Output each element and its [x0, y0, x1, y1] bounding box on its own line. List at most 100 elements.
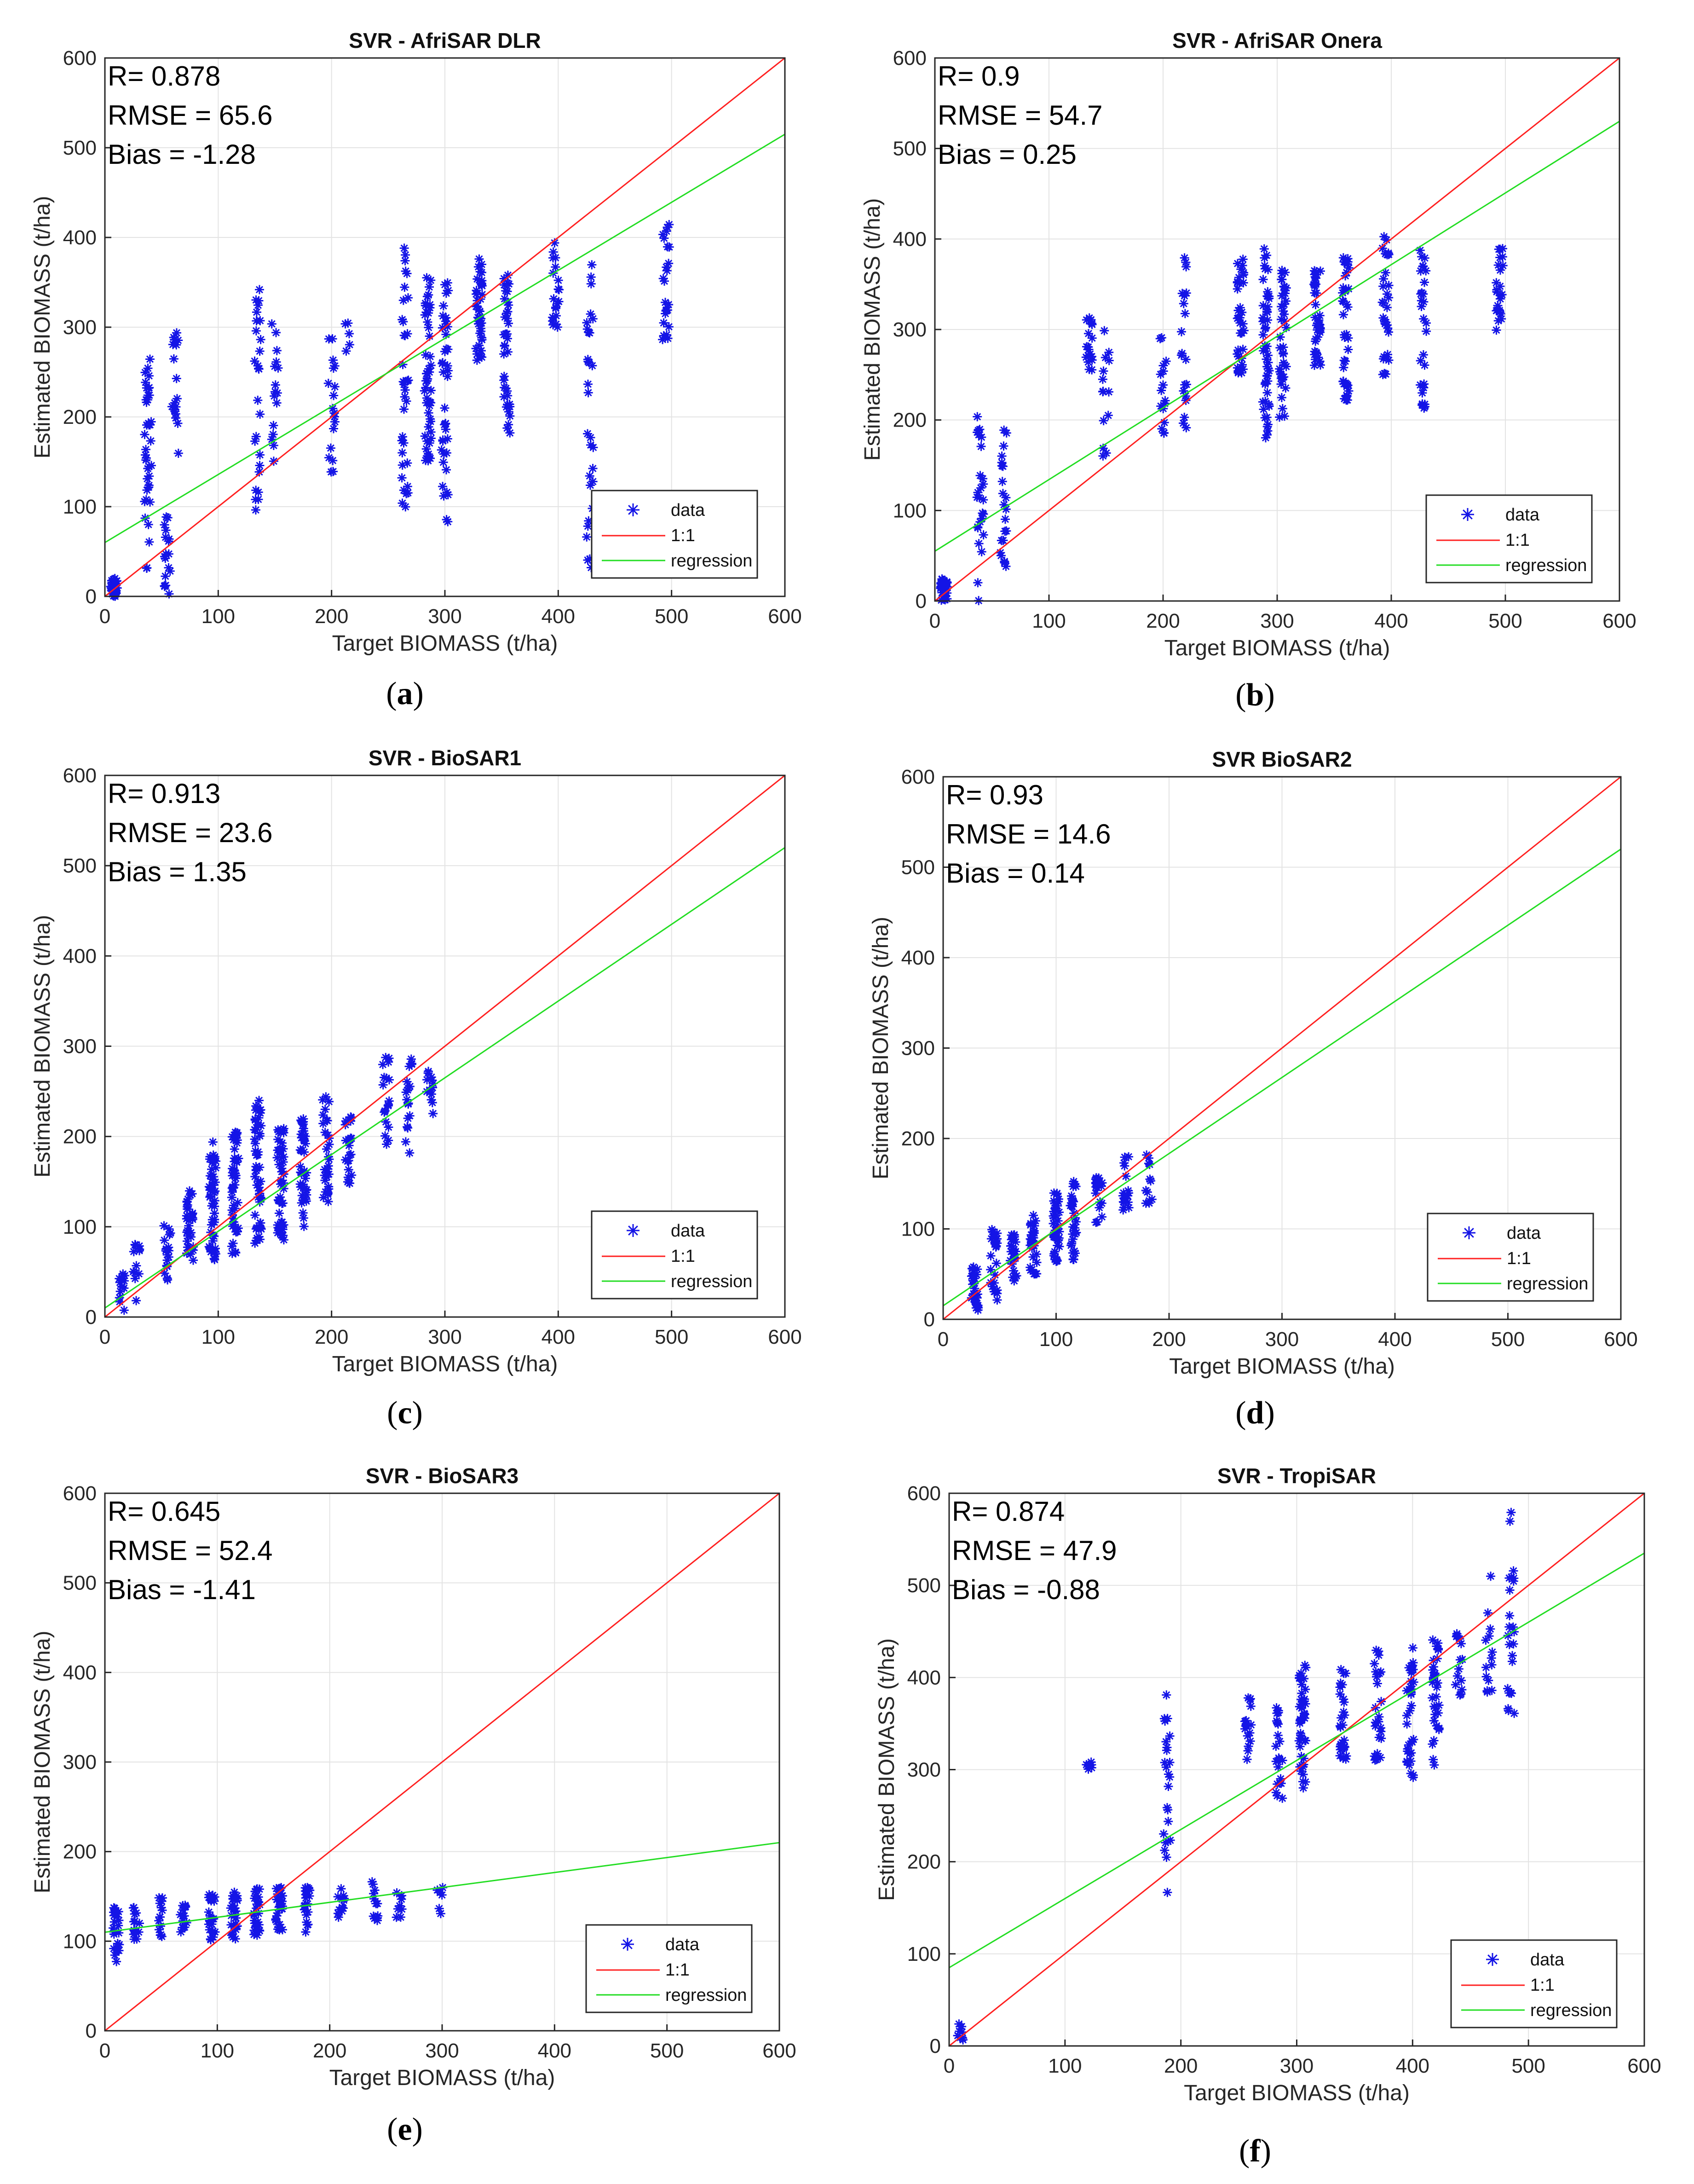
data-point: [118, 1271, 127, 1281]
legend-label: regression: [1530, 2001, 1612, 2020]
data-point: [254, 1177, 263, 1186]
legend-label: regression: [671, 551, 752, 571]
x-tick-label: 400: [538, 2040, 571, 2062]
data-point: [1280, 285, 1290, 295]
y-tick-label: 400: [63, 945, 97, 967]
data-point: [1279, 309, 1289, 319]
data-point: [1507, 1688, 1516, 1698]
data-point: [1279, 349, 1288, 359]
data-point: [1162, 1690, 1171, 1700]
data-point: [344, 1165, 353, 1174]
data-point: [208, 1137, 218, 1147]
data-point: [438, 457, 448, 467]
data-point: [973, 1300, 983, 1310]
stat-text: R= 0.874: [952, 1496, 1065, 1527]
data-point: [587, 260, 597, 270]
data-point: [183, 1195, 193, 1204]
data-point: [979, 530, 988, 540]
data-point: [472, 274, 482, 284]
data-point: [328, 364, 338, 373]
data-point: [406, 1054, 416, 1064]
data-point: [1180, 412, 1189, 422]
data-point: [163, 1275, 173, 1285]
data-point: [274, 1208, 284, 1218]
data-point: [1161, 1762, 1171, 1772]
data-point: [477, 260, 486, 269]
data-point: [423, 452, 433, 462]
legend-label: data: [671, 501, 705, 520]
data-point: [436, 1909, 445, 1918]
data-point: [1377, 1697, 1386, 1706]
y-tick-label: 100: [901, 1218, 935, 1241]
data-point: [427, 1098, 437, 1108]
data-point: [1338, 253, 1348, 263]
data-point: [979, 509, 988, 519]
data-point: [328, 467, 338, 476]
data-point: [986, 1265, 996, 1274]
data-point: [427, 1075, 437, 1085]
data-point: [250, 1238, 260, 1248]
data-point: [1487, 1647, 1497, 1657]
data-point: [443, 371, 452, 381]
data-point: [144, 383, 153, 393]
data-point: [1100, 326, 1109, 335]
data-point: [500, 294, 509, 304]
data-point: [1407, 1684, 1417, 1694]
data-point: [209, 1172, 219, 1182]
data-point: [1070, 1223, 1079, 1233]
data-point: [1271, 1788, 1281, 1797]
data-point: [165, 1230, 174, 1239]
x-tick-label: 600: [768, 605, 801, 628]
data-point: [188, 1208, 197, 1218]
y-tick-label: 200: [893, 409, 927, 432]
data-point: [154, 1925, 164, 1935]
data-point: [424, 282, 434, 292]
data-point: [160, 552, 170, 561]
data-point: [300, 1883, 310, 1893]
x-tick-label: 400: [542, 1326, 575, 1348]
data-point: [336, 1884, 346, 1894]
y-tick-label: 0: [86, 585, 97, 608]
data-point: [440, 420, 449, 429]
data-point: [442, 465, 451, 474]
data-point: [274, 1923, 283, 1932]
data-point: [421, 444, 431, 454]
data-point: [997, 461, 1007, 471]
data-point: [110, 579, 120, 589]
data-point: [553, 322, 562, 332]
data-point: [1279, 360, 1289, 370]
data-point: [1097, 1212, 1107, 1222]
data-point: [939, 595, 949, 604]
data-point: [426, 433, 436, 443]
data-point: [1233, 284, 1242, 294]
data-point: [1104, 387, 1113, 397]
data-point: [1495, 307, 1504, 317]
data-point: [179, 1911, 189, 1921]
x-tick-label: 500: [1491, 1328, 1525, 1351]
data-point: [1238, 261, 1247, 271]
chart-title: SVR - TropiSAR: [1217, 1464, 1376, 1488]
data-point: [1278, 1756, 1287, 1765]
data-point: [272, 1917, 282, 1926]
x-tick-label: 200: [1164, 2055, 1198, 2077]
data-point: [110, 1907, 120, 1916]
data-point: [381, 1052, 391, 1062]
data-point: [424, 308, 433, 318]
data-point: [1342, 1751, 1351, 1761]
data-point: [1417, 388, 1427, 398]
legend: data 1:1 regression: [585, 1924, 753, 2013]
data-point: [1181, 262, 1191, 272]
data-point: [1009, 1266, 1019, 1276]
data-point: [301, 1910, 311, 1920]
data-point: [1099, 416, 1108, 426]
y-tick-label: 600: [907, 1482, 941, 1505]
data-point: [1263, 287, 1273, 297]
data-point: [401, 250, 410, 260]
data-point: [1429, 1716, 1439, 1726]
data-point: [662, 305, 671, 315]
data-point: [164, 589, 174, 599]
data-point: [499, 330, 509, 340]
data-point: [178, 1923, 187, 1932]
data-point: [974, 430, 984, 439]
data-point: [1091, 1188, 1101, 1198]
